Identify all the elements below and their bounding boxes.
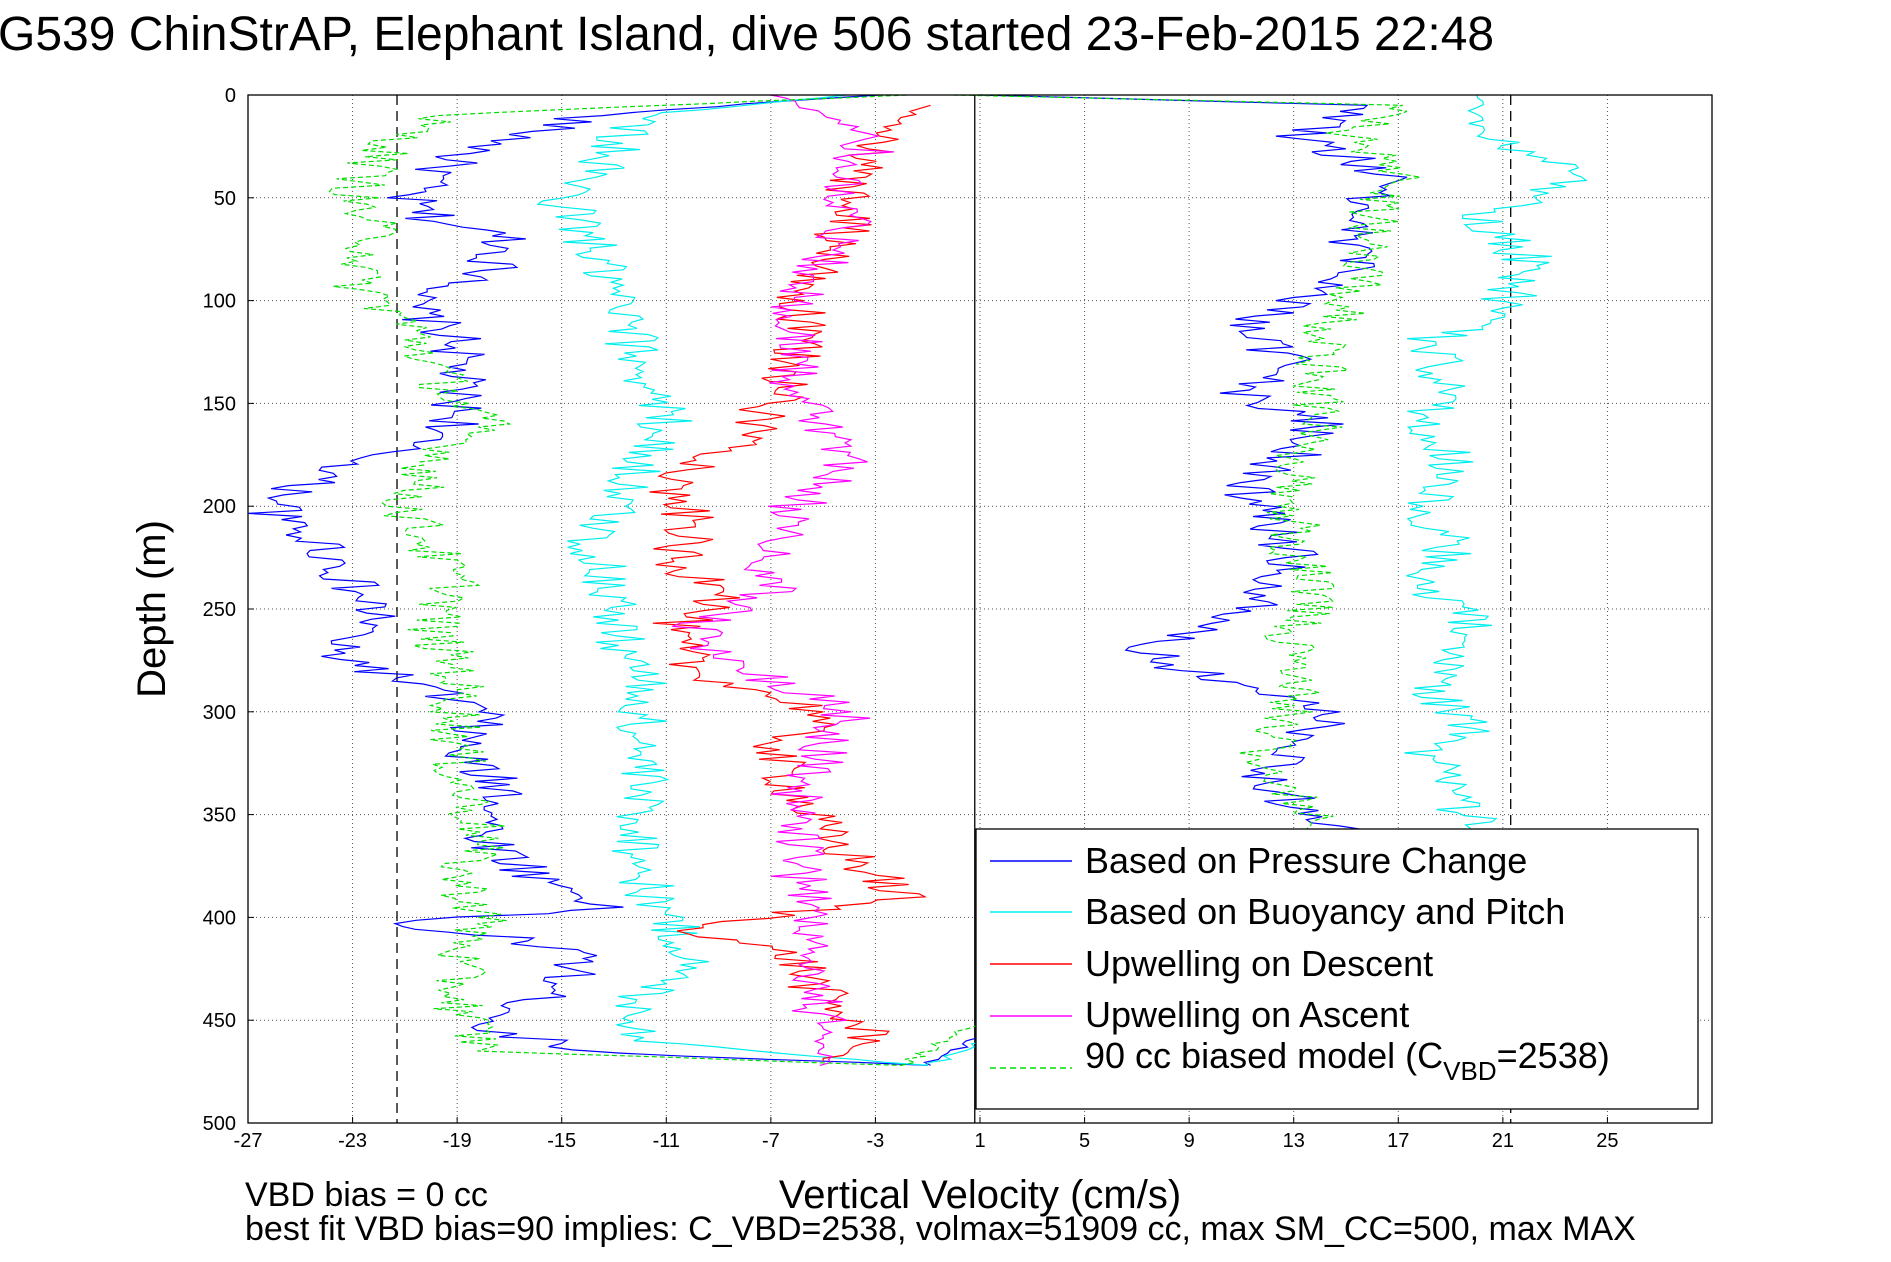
series-group	[248, 94, 1588, 1066]
x-tick-label-9: 9	[1184, 1130, 1195, 1152]
legend: Based on Pressure Change Based on Buoyan…	[975, 828, 1699, 1110]
legend-label-pressure: Based on Pressure Change	[1085, 840, 1527, 881]
legend-label-buoyancy: Based on Buoyancy and Pitch	[1085, 891, 1565, 932]
y-tick-label-5: 250	[203, 599, 236, 621]
legend-label-upwelling-ascent: Upwelling on Ascent	[1085, 994, 1409, 1035]
x-tick-label-4: -11	[653, 1130, 680, 1152]
series-3-data-line	[672, 94, 894, 1066]
series-0-descent-line	[248, 94, 928, 1066]
best-fit-note: best fit VBD bias=90 implies: C_VBD=2538…	[245, 1210, 1636, 1248]
x-tick-label-2: -19	[443, 1130, 472, 1152]
legend-label-upwelling-descent: Upwelling on Descent	[1085, 943, 1433, 984]
x-tick-label-3: -15	[547, 1130, 576, 1152]
legend-label-biased-model-sub: VBD	[1443, 1056, 1496, 1086]
legend-label-biased-model-main: 90 cc biased model (C	[1085, 1035, 1443, 1076]
y-axis-ticks: 0 50 100 150 200 250 300 350 400 450 500	[203, 85, 254, 1135]
x-axis-ticks: -27 -23 -19 -15 -11 -7 -3 1 5 9 13 17 21 25	[234, 1117, 1619, 1152]
x-axis-label: Vertical Velocity (cm/s)	[779, 1173, 1181, 1217]
y-tick-label-8: 400	[203, 907, 236, 929]
series-1-descent-line	[536, 94, 928, 1066]
series-2-data-line	[649, 104, 931, 1062]
series-4-descent-line	[328, 94, 907, 1066]
y-tick-label-9: 450	[203, 1010, 236, 1032]
x-tick-label-11: 17	[1387, 1130, 1409, 1152]
x-tick-label-7: 1	[974, 1130, 985, 1152]
x-tick-label-13: 25	[1596, 1130, 1618, 1152]
y-tick-label-7: 350	[203, 805, 236, 827]
x-tick-label-12: 21	[1492, 1130, 1514, 1152]
x-tick-label-5: -7	[762, 1130, 780, 1152]
y-tick-label-6: 300	[203, 702, 236, 724]
y-tick-label-4: 200	[203, 496, 236, 518]
y-tick-label-1: 50	[214, 188, 236, 210]
y-tick-label-2: 100	[203, 291, 236, 313]
legend-label-biased-model-tail: =2538)	[1497, 1035, 1610, 1076]
y-tick-label-10: 500	[203, 1113, 236, 1135]
y-tick-label-0: 0	[225, 85, 236, 107]
x-tick-label-1: -23	[338, 1130, 367, 1152]
x-tick-label-8: 5	[1079, 1130, 1090, 1152]
y-tick-label-3: 150	[203, 393, 236, 415]
chart-title: G539 ChinStrAP, Elephant Island, dive 50…	[0, 8, 1494, 61]
legend-label-biased-model: 90 cc biased model (CVBD=2538)	[1085, 1035, 1610, 1086]
x-tick-label-0: -27	[234, 1130, 263, 1152]
vbd-bias-note: VBD bias = 0 cc	[245, 1176, 488, 1214]
legend-box	[975, 828, 1699, 1110]
x-tick-label-10: 13	[1283, 1130, 1305, 1152]
x-tick-label-6: -3	[867, 1130, 885, 1152]
y-axis-label: Depth (m)	[130, 520, 174, 698]
